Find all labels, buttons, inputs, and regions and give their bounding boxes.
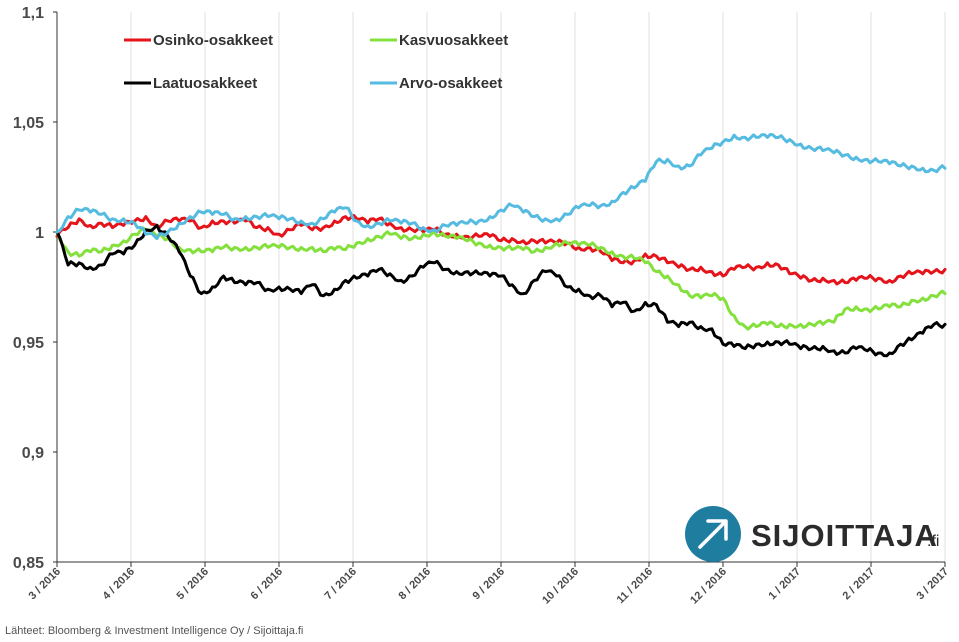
- x-tick-labels: 3 / 2016 4 / 2016 5 / 2016 6 / 2016 7 / 2016…: [27, 566, 952, 607]
- legend-label: Laatuosakkeet: [153, 75, 257, 92]
- series-line: [55, 133, 947, 241]
- x-tick-label: 11 / 2016: [615, 566, 656, 607]
- axes: [56, 12, 945, 563]
- x-tick-label: 2 / 2017: [841, 566, 878, 603]
- legend: Osinko-osakkeet Kasvuosakkeet Laatuosakkee…: [124, 32, 508, 92]
- x-tick-label: 7 / 2016: [323, 566, 360, 603]
- series-lines: [55, 133, 947, 358]
- series-line: [55, 214, 947, 286]
- y-tick-label: 1,05: [13, 115, 44, 132]
- x-tick-label: 12 / 2016: [688, 566, 729, 607]
- grid-lines: [56, 12, 946, 567]
- y-tick-label: 0,85: [13, 555, 44, 572]
- x-tick-label: 4 / 2016: [101, 566, 138, 603]
- y-tick-label: 1,1: [22, 5, 44, 22]
- x-tick-label: 1 / 2017: [767, 566, 804, 603]
- series-line: [55, 223, 947, 358]
- x-tick-label: 3 / 2017: [915, 566, 952, 603]
- source-text: Lähteet: Bloomberg & Investment Intellig…: [5, 625, 303, 637]
- legend-label: Osinko-osakkeet: [153, 32, 273, 49]
- logo-suffix: .fi: [927, 533, 939, 550]
- legend-label: Arvo-osakkeet: [399, 75, 502, 92]
- y-tick-label: 1: [35, 225, 44, 242]
- series-line: [55, 226, 947, 331]
- y-tick-label: 0,95: [13, 335, 44, 352]
- legend-label: Kasvuosakkeet: [399, 32, 508, 49]
- arrow-up-right-icon: [698, 519, 728, 549]
- logo-name: SIJOITTAJA: [751, 518, 938, 553]
- x-tick-label: 8 / 2016: [397, 566, 434, 603]
- sijoittaja-logo: SIJOITTAJA .fi: [685, 506, 939, 562]
- y-tick-labels: 1,1 1,05 1 0,95 0,9 0,85: [13, 5, 57, 572]
- x-tick-label: 9 / 2016: [471, 566, 508, 603]
- x-tick-label: 10 / 2016: [540, 566, 581, 607]
- x-tick-label: 6 / 2016: [249, 566, 286, 603]
- y-tick-label: 0,9: [22, 445, 44, 462]
- x-tick-label: 5 / 2016: [175, 566, 212, 603]
